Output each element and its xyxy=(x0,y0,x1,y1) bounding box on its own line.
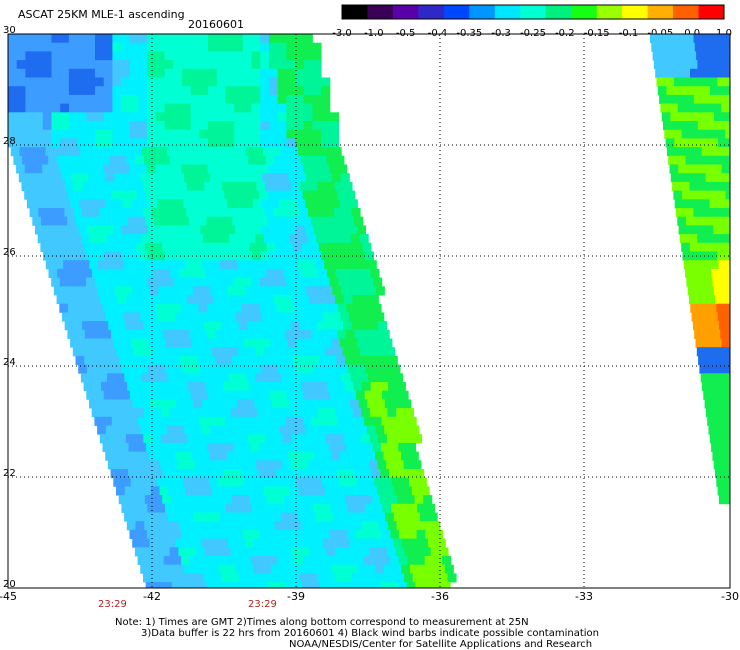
longitude-label: -42 xyxy=(143,590,161,603)
product-title: ASCAT 25KM MLE-1 ascending xyxy=(18,8,185,21)
latitude-label: 22 xyxy=(3,468,16,479)
colorbar-swatch xyxy=(545,5,572,19)
colorbar-swatch xyxy=(673,5,700,19)
longitude-label: -36 xyxy=(431,590,449,603)
colorbar-swatch xyxy=(367,5,394,19)
longitude-label: -33 xyxy=(575,590,593,603)
colorbar-swatch xyxy=(494,5,521,19)
longitude-label: -45 xyxy=(0,590,17,603)
longitude-label: -39 xyxy=(287,590,305,603)
latitude-label: 26 xyxy=(3,247,16,258)
latitude-label: 24 xyxy=(3,357,16,368)
note-line-2: 3)Data buffer is 22 hrs from 20160601 4)… xyxy=(141,628,599,639)
colorbar-swatch xyxy=(698,5,725,19)
product-date: 20160601 xyxy=(188,18,244,31)
pass-time-label: 23:29 xyxy=(248,599,277,610)
colorbar-swatch xyxy=(622,5,649,19)
colorbar-swatch xyxy=(342,5,368,19)
colorbar-swatch xyxy=(418,5,445,19)
latitude-label: 28 xyxy=(3,136,16,147)
colorbar-swatch xyxy=(392,5,419,19)
grid-lines xyxy=(8,34,730,588)
colorbar-swatch xyxy=(443,5,470,19)
note-line-3: NOAA/NESDIS/Center for Satellite Applica… xyxy=(289,639,593,650)
latitude-label: 20 xyxy=(3,579,16,590)
pass-time-label: 23:29 xyxy=(98,599,127,610)
colorbar-swatch xyxy=(469,5,496,19)
colorbar-swatch xyxy=(520,5,547,19)
map-frame xyxy=(7,33,731,589)
colorbar-swatch xyxy=(596,5,623,19)
colorbar-swatch xyxy=(571,5,598,19)
axis-labels: -45 -42 -39 -36 -33 -30 30 28 26 24 22 20 xyxy=(0,25,739,603)
latitude-label: 30 xyxy=(3,25,16,36)
note-line-1: Note: 1) Times are GMT 2)Times along bot… xyxy=(115,617,529,628)
swath-pixels xyxy=(8,34,730,589)
colorbar-swatch xyxy=(647,5,674,19)
longitude-label: -30 xyxy=(721,590,739,603)
